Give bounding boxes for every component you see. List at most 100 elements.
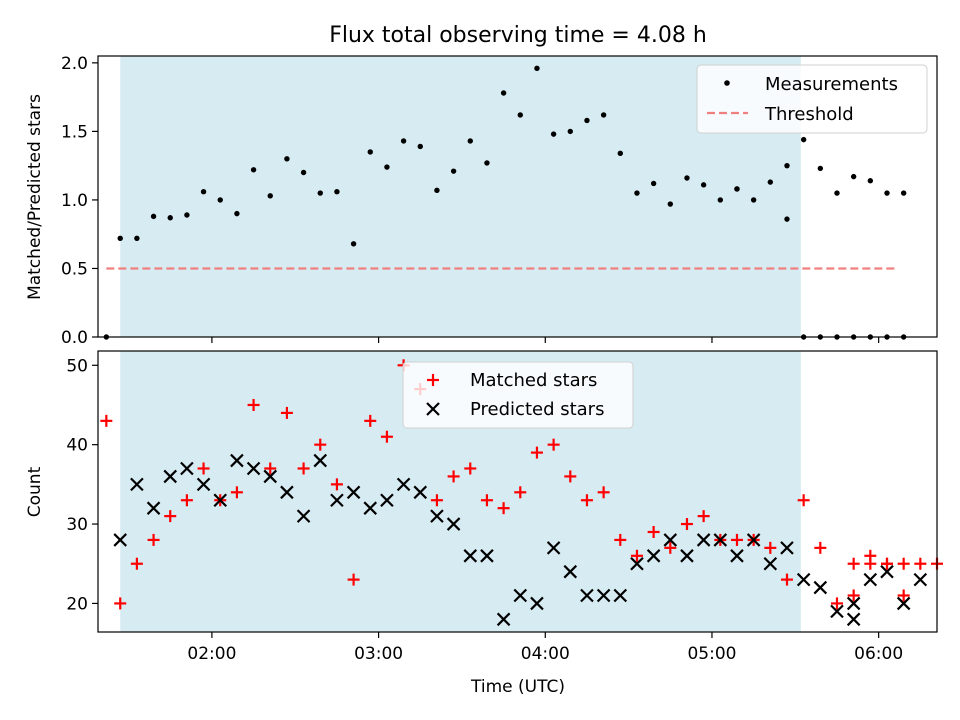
- top-ytick-label: 1.0: [61, 191, 88, 211]
- matched-star-point: [847, 589, 860, 602]
- bottom-axes-frame: [97, 350, 938, 633]
- bot-ytick-label: 20: [66, 594, 88, 614]
- measurement-point: [750, 197, 757, 203]
- matched-star-point: [797, 494, 810, 507]
- matched-star-point: [347, 573, 360, 586]
- matched-star-point: [530, 446, 543, 459]
- measurement-point: [217, 197, 223, 203]
- matched-star-point: [100, 414, 113, 427]
- predicted-star-point: [430, 509, 444, 523]
- predicted-star-point: [563, 564, 578, 579]
- predicted-star-point: [530, 596, 544, 611]
- measurement-point: [150, 213, 157, 220]
- measurement-point: [384, 164, 390, 170]
- predicted-star-point: [180, 461, 194, 476]
- measurement-point: [584, 117, 590, 124]
- measurement-point: [334, 189, 340, 195]
- predicted-star-point: [846, 596, 861, 611]
- matched-star-point: [130, 557, 143, 570]
- matched-star-point: [197, 462, 210, 475]
- matched-star-point: [247, 398, 260, 411]
- predicted-star-point: [796, 572, 811, 587]
- predicted-star-point: [663, 533, 678, 547]
- top-observing-span: [120, 56, 801, 337]
- predicted-star-point: [396, 477, 411, 492]
- matched-star-point: [364, 414, 377, 427]
- matched-star-point: [514, 486, 527, 499]
- legend-measurements-marker: [724, 80, 730, 86]
- matched-star-point: [830, 597, 843, 610]
- bottom-plot-area: [100, 359, 943, 627]
- predicted-star-point: [730, 549, 744, 563]
- predicted-star-point: [496, 612, 511, 627]
- measurement-point: [734, 186, 740, 192]
- matched-star-point: [764, 541, 777, 554]
- measurement-point: [500, 90, 507, 96]
- matched-star-point: [480, 494, 493, 507]
- matched-star-point: [280, 406, 293, 419]
- predicted-star-point: [846, 612, 861, 627]
- xtick-label: 04:00: [521, 644, 570, 664]
- predicted-star-point: [896, 596, 911, 611]
- measurement-point: [450, 168, 457, 174]
- matched-star-point: [847, 557, 860, 570]
- bot-ytick-label: 50: [66, 356, 88, 376]
- matched-star-point: [330, 478, 343, 491]
- measurement-point: [417, 143, 423, 150]
- measurement-point: [767, 179, 774, 185]
- predicted-star-point: [713, 533, 728, 547]
- measurement-point: [367, 149, 373, 155]
- matched-star-point: [547, 438, 560, 451]
- bottom-panel: 20 30 40 50 Count Matched stars Predicted s…: [25, 350, 943, 633]
- measurement-point: [267, 193, 273, 199]
- matched-star-point: [147, 533, 160, 546]
- measurement-point: [167, 215, 173, 221]
- bottom-legend: Matched stars Predicted stars: [402, 361, 634, 429]
- measurement-point: [884, 190, 890, 196]
- measurement-point: [467, 138, 473, 144]
- matched-star-point: [264, 462, 277, 475]
- measurement-point: [300, 169, 307, 176]
- predicted-star-point: [680, 549, 694, 563]
- predicted-star-point: [346, 485, 361, 500]
- predicted-star-point: [230, 453, 244, 468]
- top-ytick-label: 2.0: [61, 54, 88, 74]
- top-axes-frame: [97, 55, 938, 338]
- predicted-star-point: [696, 533, 711, 547]
- legend-threshold-label: Threshold: [764, 104, 854, 125]
- measurement-point: [784, 162, 790, 169]
- legend-predicted-marker: [426, 402, 440, 416]
- xtick-label: 05:00: [687, 644, 736, 664]
- legend-matched-label: Matched stars: [470, 370, 597, 391]
- measurement-point: [850, 173, 857, 180]
- top-legend: Measurements Threshold: [696, 64, 928, 134]
- predicted-star-point: [480, 549, 494, 563]
- measurement-point: [317, 190, 323, 196]
- predicted-star-point: [280, 485, 294, 500]
- top-y-label: Matched/Predicted stars: [25, 94, 45, 300]
- matched-star-point: [597, 486, 610, 499]
- bot-ytick-label: 30: [66, 515, 88, 535]
- predicted-star-point: [263, 469, 278, 484]
- top-ytick-label: 0.5: [61, 259, 88, 279]
- measurement-point: [184, 212, 190, 218]
- predicted-star-point: [296, 509, 311, 523]
- matched-star-point: [230, 486, 243, 499]
- predicted-star-point: [146, 501, 161, 515]
- predicted-star-point: [330, 493, 344, 508]
- measurement-point: [434, 187, 440, 194]
- measurement-point: [900, 190, 907, 196]
- predicted-star-point: [413, 485, 428, 500]
- measurement-point: [200, 189, 207, 195]
- measurement-point: [817, 165, 824, 172]
- predicted-star-point: [163, 469, 178, 484]
- measurement-point: [800, 136, 807, 143]
- measurement-point: [534, 65, 540, 72]
- measurement-point: [350, 241, 357, 247]
- measurement-point: [717, 197, 724, 203]
- predicted-star-point: [646, 549, 661, 563]
- xtick-label: 06:00: [854, 644, 903, 664]
- measurement-point: [517, 112, 523, 118]
- matched-star-point: [780, 573, 793, 586]
